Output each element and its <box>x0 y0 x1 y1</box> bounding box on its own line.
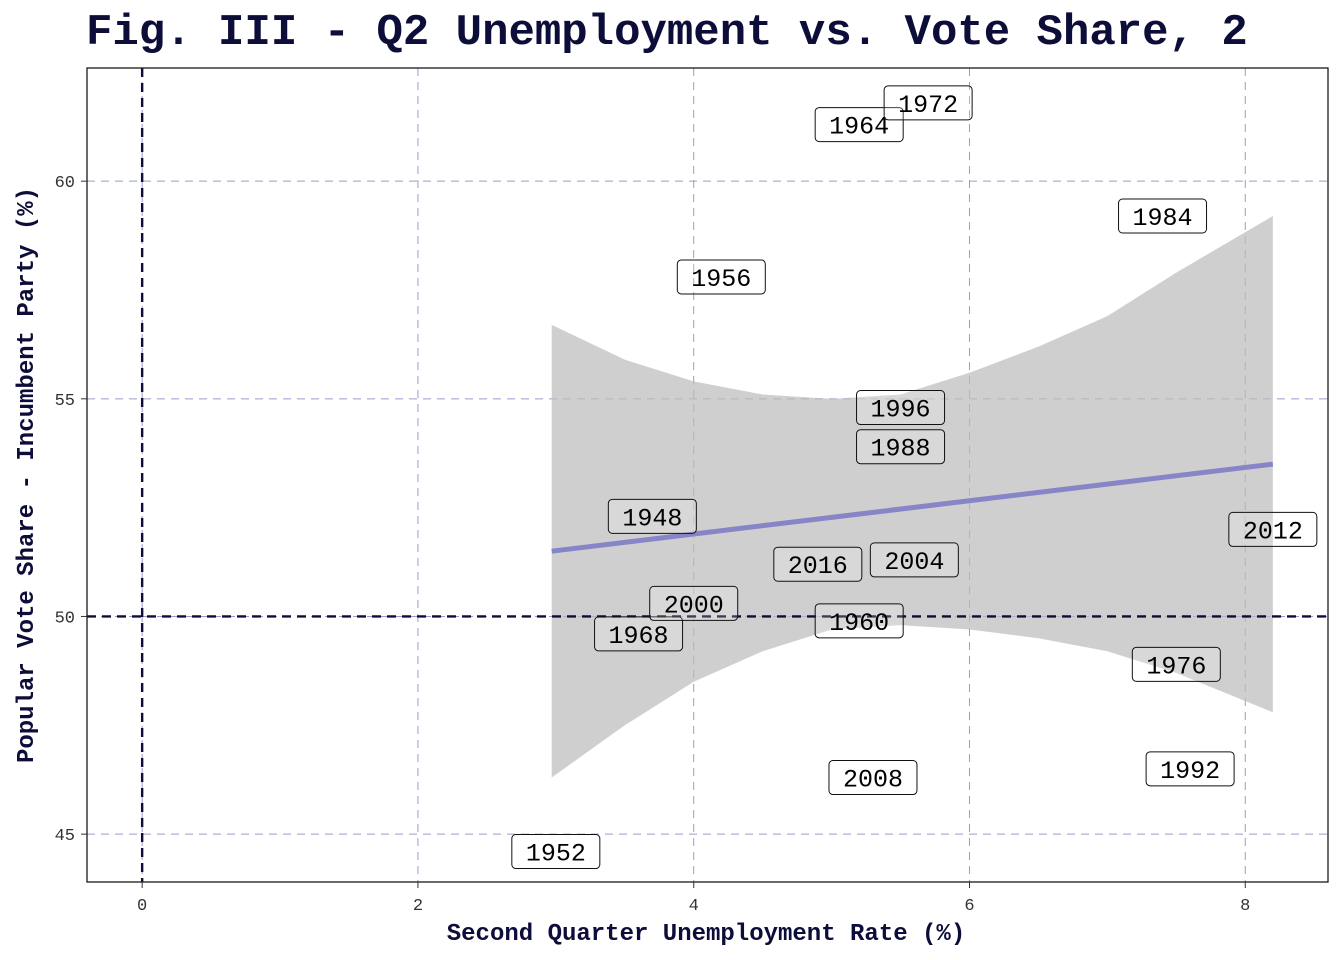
x-tick-label: 6 <box>964 897 974 916</box>
regression-line <box>551 461 1274 554</box>
y-tick-label: 55 <box>55 392 75 411</box>
point-label-2016: 2016 <box>773 546 863 582</box>
point-label-2008: 2008 <box>828 760 918 796</box>
point-label-1992: 1992 <box>1145 751 1235 787</box>
label-text: 1996 <box>871 396 931 425</box>
reference-lines <box>87 68 1328 882</box>
point-label-2004: 2004 <box>869 542 959 578</box>
label-text: 1976 <box>1146 652 1206 681</box>
x-tick-label: 8 <box>1240 897 1250 916</box>
y-tick-label: 50 <box>55 609 75 628</box>
label-text: 2008 <box>843 766 903 795</box>
x-axis-title: Second Quarter Unemployment Rate (%) <box>447 921 965 948</box>
label-text: 1984 <box>1133 204 1193 233</box>
label-text: 1992 <box>1160 757 1220 786</box>
trend-line <box>551 461 1274 554</box>
point-label-1972: 1972 <box>883 85 973 121</box>
label-box <box>594 616 684 652</box>
label-text: 1968 <box>609 622 669 651</box>
label-box <box>649 585 739 621</box>
label-box <box>1145 751 1235 787</box>
chart-title: Fig. III - Q2 Unemployment vs. Vote Shar… <box>86 8 1248 58</box>
label-box <box>1118 198 1208 234</box>
label-box <box>511 834 601 870</box>
label-text: 2004 <box>884 548 944 577</box>
confidence-band-area <box>551 216 1273 778</box>
point-labels: 1948 1952 1956 1960 1964 1968 1972 1976 1984 1988… <box>511 85 1318 870</box>
label-text: 1988 <box>871 435 931 464</box>
label-box <box>814 107 904 143</box>
confidence-band <box>551 216 1273 778</box>
x-tick-label: 0 <box>137 897 147 916</box>
label-box <box>856 390 946 426</box>
label-box <box>883 85 973 121</box>
y-axis-title: Popular Vote Share - Incumbent Party (%) <box>14 187 41 763</box>
x-tick-label: 4 <box>689 897 699 916</box>
label-box <box>607 498 697 534</box>
label-text: 1952 <box>526 840 586 869</box>
label-box <box>828 760 918 796</box>
label-box <box>1228 511 1318 547</box>
label-text: 1956 <box>691 265 751 294</box>
label-box <box>1131 646 1221 682</box>
label-box <box>869 542 959 578</box>
label-text: 1964 <box>829 113 889 142</box>
label-text: 2000 <box>664 591 724 620</box>
point-label-1964: 1964 <box>814 107 904 143</box>
point-label-1956: 1956 <box>676 259 766 295</box>
point-label-1976: 1976 <box>1131 646 1221 682</box>
point-label-1960: 1960 <box>814 603 904 639</box>
point-label-1968: 1968 <box>594 616 684 652</box>
label-text: 2012 <box>1243 517 1303 546</box>
plot-panel-border <box>86 67 1329 883</box>
label-text: 1948 <box>622 504 682 533</box>
point-label-1988: 1988 <box>856 429 946 465</box>
point-label-2012: 2012 <box>1228 511 1318 547</box>
label-text: 1960 <box>829 609 889 638</box>
point-label-1984: 1984 <box>1118 198 1208 234</box>
point-label-1952: 1952 <box>511 834 601 870</box>
axis-ticks: 0 2 4 6 8 45 50 55 60 <box>55 174 1251 916</box>
label-text: 1972 <box>898 91 958 120</box>
point-label-2000: 2000 <box>649 585 739 621</box>
label-box <box>814 603 904 639</box>
point-label-1996: 1996 <box>856 390 946 426</box>
y-tick-label: 45 <box>55 827 75 846</box>
label-text: 2016 <box>788 552 848 581</box>
y-tick-label: 60 <box>55 174 75 193</box>
label-box <box>856 429 946 465</box>
x-tick-label: 2 <box>413 897 423 916</box>
point-label-1948: 1948 <box>607 498 697 534</box>
label-box <box>773 546 863 582</box>
label-box <box>676 259 766 295</box>
